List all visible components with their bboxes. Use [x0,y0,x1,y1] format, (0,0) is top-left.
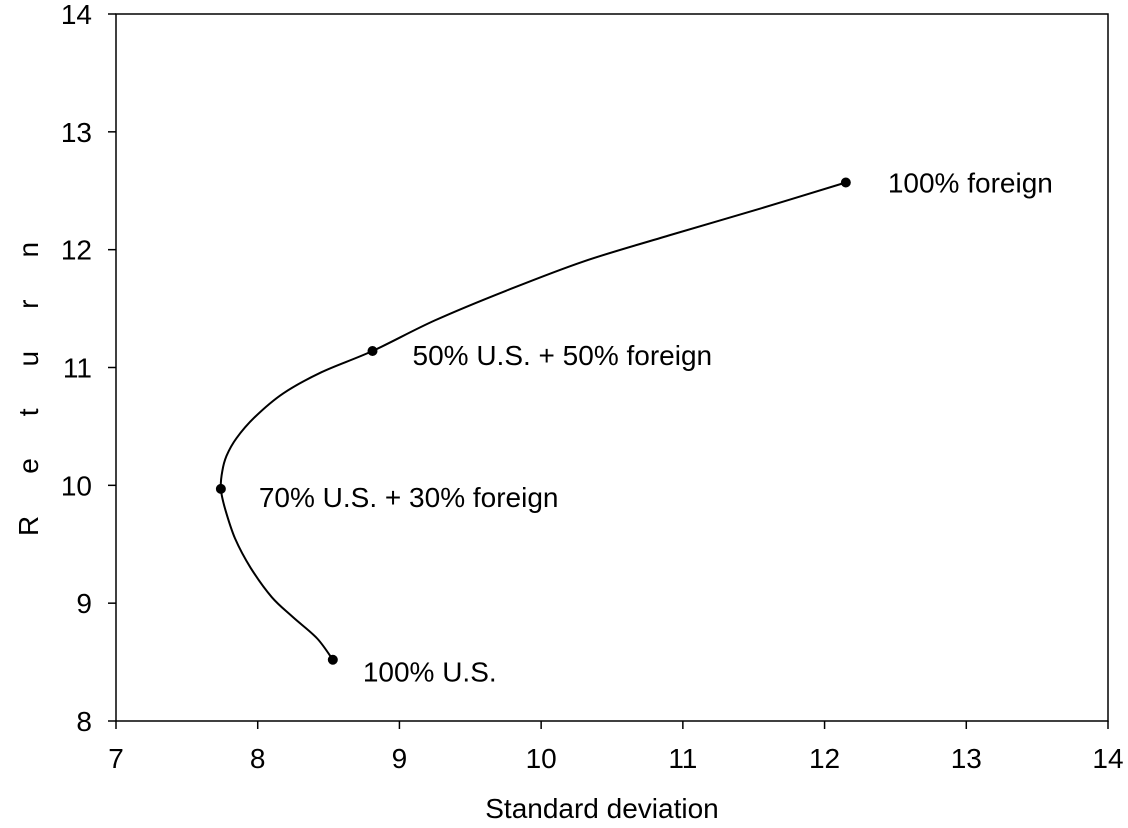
x-tick-label: 11 [668,743,697,774]
portfolio-annotations: 100% U.S. 70% U.S. + 30% foreign 50% U.S. … [259,168,1053,688]
y-axis-ticks: 8 9 10 11 12 13 14 [61,0,116,737]
x-tick-label: 9 [392,743,408,774]
portfolio-marker [327,654,338,665]
y-tick-label: 10 [61,470,92,501]
y-tick-label: 11 [63,353,92,384]
y-tick-label: 8 [76,706,92,737]
y-tick-label: 9 [76,588,92,619]
y-axis-title: Return [13,200,44,536]
portfolio-markers [215,177,851,665]
portfolio-marker [367,346,378,357]
frontier-line [219,181,847,661]
x-tick-label: 14 [1092,743,1123,774]
x-axis-title: Standard deviation [485,793,719,824]
portfolio-label: 70% U.S. + 30% foreign [259,482,559,513]
y-tick-label: 12 [61,235,92,266]
portfolio-marker [215,483,226,494]
portfolio-label: 50% U.S. + 50% foreign [413,340,713,371]
x-tick-label: 8 [250,743,266,774]
x-tick-label: 13 [951,743,982,774]
x-tick-label: 7 [108,743,124,774]
portfolio-label: 100% U.S. [363,657,497,688]
portfolio-marker [840,177,851,188]
portfolio-label: 100% foreign [888,168,1053,199]
x-tick-label: 10 [526,743,557,774]
y-tick-label: 13 [61,117,92,148]
y-axis-title-text: Return [13,200,44,536]
x-tick-label: 12 [809,743,840,774]
y-tick-label: 14 [61,0,92,30]
x-axis-ticks: 7 8 9 10 11 12 13 14 [108,721,1124,774]
